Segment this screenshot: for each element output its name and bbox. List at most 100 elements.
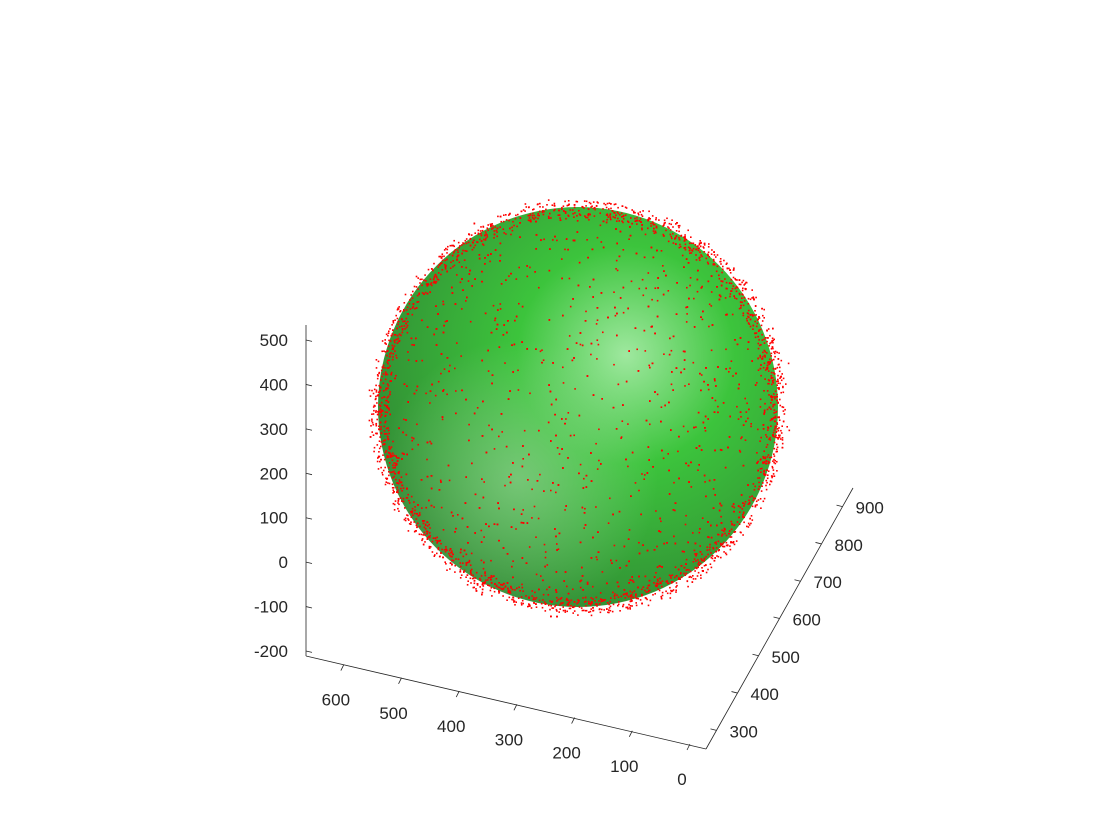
scatter-point <box>452 260 454 262</box>
scatter-point <box>773 338 775 341</box>
scatter-point <box>380 426 382 428</box>
scatter-point <box>651 215 654 217</box>
scatter-point <box>409 308 412 310</box>
scatter-point <box>424 523 427 526</box>
scatter-point <box>428 499 430 502</box>
scatter-point <box>449 244 452 247</box>
scatter-point <box>725 553 728 556</box>
scatter-point <box>402 320 404 323</box>
scatter-point <box>492 224 494 227</box>
scatter-point <box>598 600 600 602</box>
scatter-point <box>556 596 558 599</box>
scatter-point <box>389 328 391 330</box>
scatter-point <box>513 600 516 602</box>
scatter-point <box>378 410 380 412</box>
scatter-point <box>469 571 472 573</box>
scatter-point <box>740 437 742 440</box>
y-tick-mark <box>773 616 780 619</box>
scatter-point <box>461 308 463 310</box>
scatter-point <box>403 418 405 421</box>
scatter-point <box>520 210 523 213</box>
scatter-point <box>630 600 633 602</box>
scatter-point <box>563 210 565 212</box>
scatter-point <box>461 517 464 520</box>
scatter-point <box>586 581 589 584</box>
scatter-point <box>550 615 552 618</box>
scatter-point <box>548 217 550 219</box>
scatter-point <box>771 359 773 362</box>
scatter-point <box>510 587 513 589</box>
scatter-point <box>378 371 381 374</box>
z-tick-mark <box>305 606 313 609</box>
scatter-point <box>578 606 581 608</box>
scatter-point <box>650 222 652 225</box>
scatter-point <box>647 591 649 593</box>
scatter-point <box>757 318 759 320</box>
scatter-point <box>612 603 615 606</box>
scatter-point <box>468 423 470 426</box>
scatter-point <box>483 238 485 241</box>
scatter-point <box>713 263 715 265</box>
scatter-point <box>713 378 716 380</box>
scatter-point <box>763 342 766 344</box>
scatter-point <box>387 345 390 348</box>
scatter-point <box>661 594 664 597</box>
scatter-point <box>583 512 586 514</box>
scatter-point <box>523 429 526 432</box>
scatter-point <box>656 585 658 588</box>
scatter-point <box>392 320 395 323</box>
scatter-point <box>376 413 379 416</box>
scatter-point <box>444 259 446 262</box>
scatter-point <box>556 549 558 551</box>
scatter-point <box>572 612 574 614</box>
scatter-point <box>597 551 600 553</box>
scatter-point <box>385 399 387 402</box>
scatter-point <box>420 479 423 481</box>
scatter-point <box>540 239 542 241</box>
scatter-point <box>730 282 733 285</box>
scatter-point <box>729 269 731 271</box>
scatter-point <box>763 338 765 341</box>
scatter-point <box>655 582 658 585</box>
scatter-point <box>762 428 765 430</box>
scatter-point <box>573 605 576 608</box>
scatter-point <box>776 436 778 439</box>
scatter-point <box>562 467 564 469</box>
scatter-point <box>555 434 557 437</box>
scatter-point <box>698 257 700 259</box>
scatter-point <box>781 442 784 445</box>
scatter-point <box>747 417 749 420</box>
scatter-point <box>749 325 752 328</box>
scatter-point <box>466 584 469 586</box>
scatter-point <box>540 602 543 605</box>
scatter-point <box>470 582 472 584</box>
scatter-point <box>675 223 677 225</box>
z-tick-label: -200 <box>254 642 288 661</box>
scatter-point <box>439 255 442 258</box>
x-tick-mark <box>686 743 691 751</box>
scatter-point <box>470 568 473 571</box>
scatter-point <box>416 423 418 426</box>
scatter-point <box>578 209 580 212</box>
scatter-point <box>471 462 473 465</box>
scatter-point <box>678 246 681 249</box>
scatter-point <box>779 438 782 440</box>
scatter-point <box>769 439 772 441</box>
scatter-point <box>439 555 441 558</box>
scatter-point <box>550 440 552 442</box>
scatter-point <box>539 206 541 208</box>
scatter-point <box>412 290 414 293</box>
scatter-point <box>644 575 647 578</box>
scatter-point <box>592 607 594 609</box>
scatter-point <box>733 531 736 533</box>
scatter-point <box>433 281 435 284</box>
scatter-point <box>766 352 768 354</box>
scatter-point <box>767 470 770 472</box>
scatter-point <box>558 453 561 455</box>
scatter-point <box>774 390 777 392</box>
scatter-point <box>484 239 487 241</box>
scatter-point <box>389 353 391 355</box>
scatter-point <box>767 454 770 456</box>
scatter-point <box>555 604 557 606</box>
